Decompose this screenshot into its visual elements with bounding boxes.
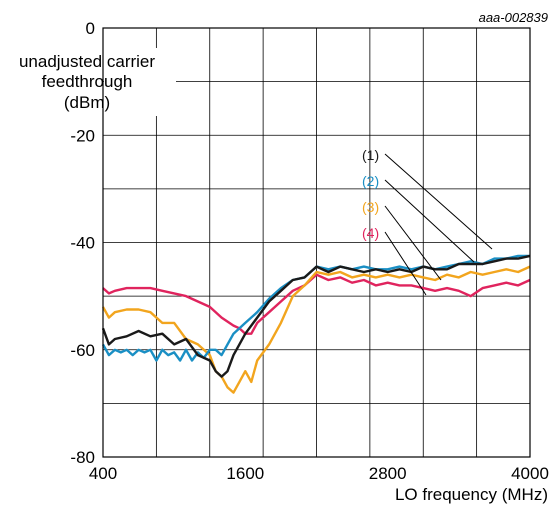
- y-tick-label: -20: [70, 126, 95, 145]
- series-label-1: (1): [362, 147, 379, 163]
- series-label-4: (4): [362, 225, 379, 241]
- y-tick-label: -80: [70, 448, 95, 467]
- y-tick-label: 0: [86, 19, 95, 38]
- x-axis-label: LO frequency (MHz): [395, 485, 548, 504]
- series-leader-2: [384, 179, 475, 263]
- x-tick-label: 400: [89, 464, 117, 483]
- x-tick-label: 4000: [511, 464, 549, 483]
- series-leader-3: [384, 205, 442, 281]
- y-tick-label: -40: [70, 234, 95, 253]
- plot-border: [102, 27, 531, 458]
- series-line-3: [101, 265, 531, 394]
- grid: [103, 28, 530, 457]
- series-leader-1: [384, 153, 493, 250]
- x-tick-label: 2800: [369, 464, 407, 483]
- series-line-4: [102, 273, 531, 335]
- x-tick-label: 1600: [226, 464, 264, 483]
- series-label-2: (2): [362, 173, 379, 189]
- series-group: [101, 254, 531, 394]
- y-axis-label-line-1: unadjusted carrier: [19, 52, 155, 71]
- ylabel-background: [104, 48, 176, 116]
- series-line-1: [101, 254, 531, 378]
- tick-labels: 400 1600 2800 4000 0 -20 -40 -60 -80: [70, 19, 548, 483]
- y-axis-label-line-2: feedthrough: [42, 72, 133, 91]
- ylabel-backdrop: [104, 48, 176, 116]
- chart-reference-code: aaa-002839: [479, 10, 548, 25]
- series-annotations: (1) (2) (3) (4): [362, 147, 493, 296]
- series-label-3: (3): [362, 199, 379, 215]
- series-leader-4: [384, 231, 427, 296]
- y-axis-label-line-3: (dBm): [64, 93, 110, 112]
- plot-frame: [102, 27, 531, 458]
- y-tick-label: -60: [70, 341, 95, 360]
